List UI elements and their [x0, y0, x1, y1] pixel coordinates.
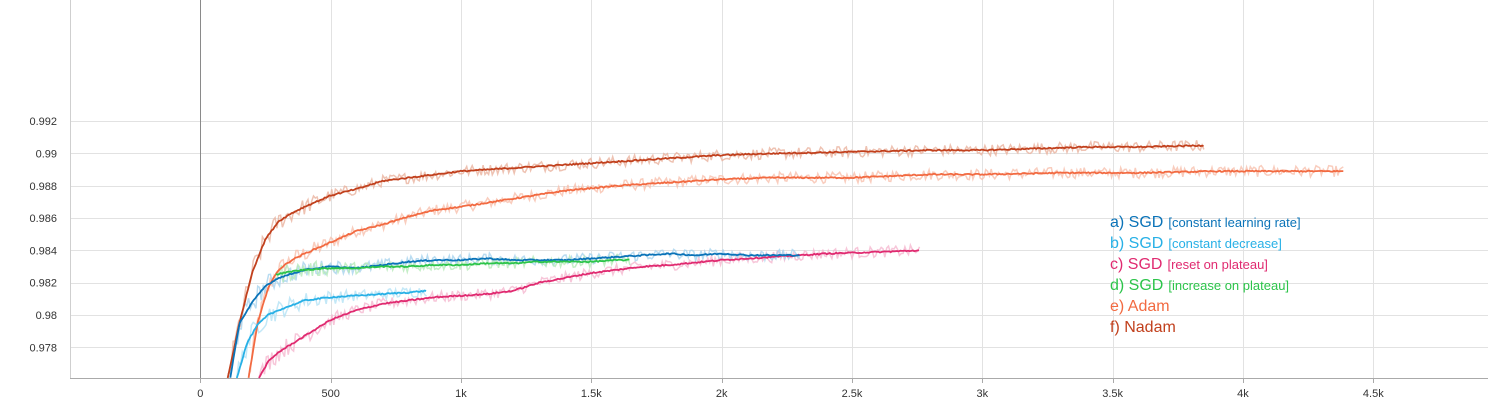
y-tick-label: 0.984 [29, 245, 57, 257]
x-tick-label: 500 [321, 388, 339, 400]
y-tick-label: 0.99 [36, 148, 57, 160]
series-line-f [226, 144, 1204, 379]
legend-prefix: a) [1110, 214, 1129, 231]
legend-series-name: SGD [1129, 214, 1164, 231]
series-line-e [247, 169, 1344, 379]
legend-series-name: Nadam [1124, 319, 1176, 336]
legend-entry-c: c) SGD [reset on plateau] [1110, 256, 1268, 273]
legend-entry-e: e) Adam [1110, 298, 1170, 315]
legend-series-detail: [reset on plateau] [1167, 257, 1267, 272]
legend: a) SGD [constant learning rate] b) SGD [con… [1110, 214, 1301, 336]
series-line-a [229, 252, 800, 378]
legend-prefix: e) [1110, 298, 1128, 315]
x-tick-label: 4k [1237, 388, 1249, 400]
x-tick-label: 3k [977, 388, 989, 400]
legend-series-detail: [increase on plateau] [1168, 278, 1289, 293]
legend-series-name: SGD [1129, 277, 1164, 294]
legend-series-name: SGD [1128, 256, 1163, 273]
legend-series-detail: [constant decrease] [1168, 236, 1281, 251]
x-tick-label: 0 [197, 388, 203, 400]
x-tick-label: 2k [716, 388, 728, 400]
legend-entry-f: f) Nadam [1110, 319, 1176, 336]
x-tick-label: 4.5k [1363, 388, 1384, 400]
series-line-c [258, 249, 920, 379]
legend-series-name: SGD [1129, 235, 1164, 252]
legend-series-name: Adam [1128, 298, 1170, 315]
raw-series-line-a [229, 247, 800, 375]
x-tick-label: 1k [455, 388, 467, 400]
y-tick-label: 0.992 [29, 116, 57, 128]
x-tick-label: 3.5k [1102, 388, 1123, 400]
x-tick-label: 2.5k [842, 388, 863, 400]
legend-entry-a: a) SGD [constant learning rate] [1110, 214, 1301, 231]
y-tick-label: 0.982 [29, 278, 57, 290]
legend-prefix: f) [1110, 319, 1124, 336]
axes [70, 0, 1488, 379]
legend-entry-d: d) SGD [increase on plateau] [1110, 277, 1289, 294]
legend-prefix: c) [1110, 256, 1128, 273]
y-tick-label: 0.978 [29, 342, 57, 354]
y-tick-label: 0.988 [29, 181, 57, 193]
y-tick-label: 0.986 [29, 213, 57, 225]
legend-entry-b: b) SGD [constant decrease] [1110, 235, 1282, 252]
raw-series-line-f [227, 139, 1205, 375]
tick-labels: 0 500 1k 1.5k 2k 2.5k 3k 3.5k 4k 4.5k 0.978 0.98 0.9… [29, 116, 1384, 400]
x-tick-label: 1.5k [581, 388, 602, 400]
grid-lines [70, 0, 1488, 378]
series-line-b [235, 289, 427, 379]
smoothed-series-lines [226, 144, 1344, 379]
series-line-d [275, 258, 630, 276]
legend-prefix: b) [1110, 235, 1129, 252]
legend-prefix: d) [1110, 277, 1129, 294]
legend-series-detail: [constant learning rate] [1168, 215, 1300, 230]
y-tick-label: 0.98 [36, 310, 57, 322]
